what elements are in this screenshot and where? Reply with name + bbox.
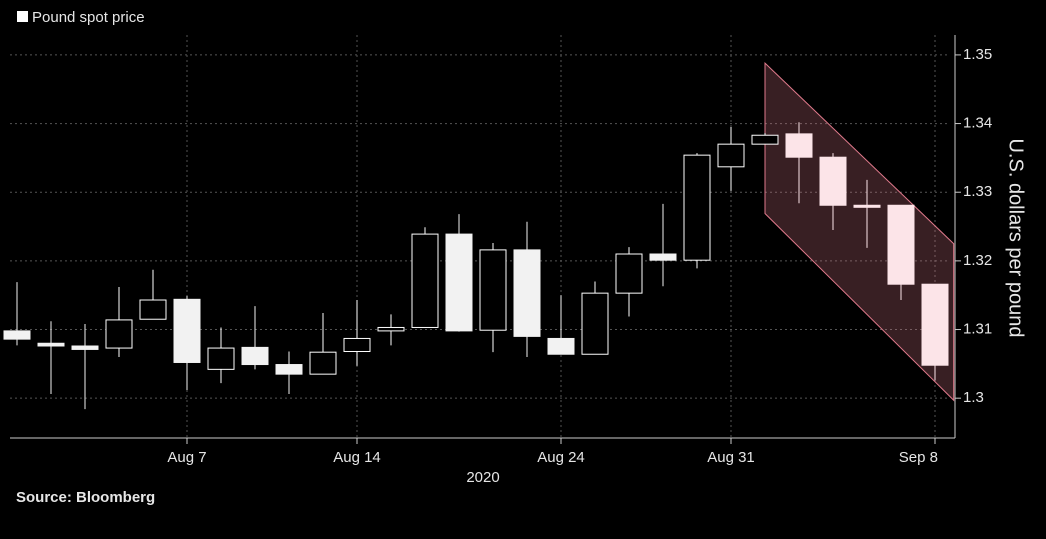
candle-body (173, 298, 201, 363)
candle-body (37, 342, 65, 347)
candle-body (377, 326, 405, 332)
x-tick-label: Aug 24 (537, 449, 585, 466)
x-axis-label: 2020 (466, 469, 499, 486)
candle-body (309, 351, 337, 375)
candle-body (241, 346, 269, 366)
candle-body (139, 299, 167, 320)
candle-body (887, 204, 915, 285)
source: Source: Bloomberg (16, 489, 155, 506)
candle-body (207, 347, 235, 370)
candle-body (445, 233, 473, 332)
candle-body (479, 249, 507, 331)
candle-body (683, 154, 711, 261)
y-tick-label: 1.32 (963, 252, 992, 269)
x-tick-label: Sep 8 (899, 449, 938, 466)
y-tick-label: 1.33 (963, 183, 992, 200)
legend-label: Pound spot price (32, 9, 145, 26)
x-tick-label: Aug 14 (333, 449, 381, 466)
y-tick-label: 1.3 (963, 389, 984, 406)
candle-body (3, 330, 31, 340)
candle-body (105, 319, 133, 349)
candle-body (547, 337, 575, 355)
candle-body (615, 253, 643, 294)
x-tick-label: Aug 31 (707, 449, 755, 466)
y-tick-label: 1.34 (963, 115, 992, 132)
candle-body (853, 204, 881, 208)
candle-body (71, 345, 99, 350)
candle-body (343, 337, 371, 352)
legend-swatch (17, 11, 28, 22)
y-tick-label: 1.31 (963, 320, 992, 337)
candle-body (717, 143, 745, 168)
x-tick-label: Aug 7 (167, 449, 206, 466)
y-tick-label: 1.35 (963, 46, 992, 63)
candle-body (649, 253, 677, 261)
candle-body (275, 364, 303, 375)
y-axis-label: U.S. dollars per pound (1005, 138, 1027, 337)
candle-body (751, 134, 779, 145)
candle-body (581, 292, 609, 355)
candle-body (921, 283, 949, 366)
candle-body (411, 233, 439, 328)
candle-body (819, 156, 847, 206)
candle-body (513, 249, 541, 337)
candle-body (785, 133, 813, 158)
